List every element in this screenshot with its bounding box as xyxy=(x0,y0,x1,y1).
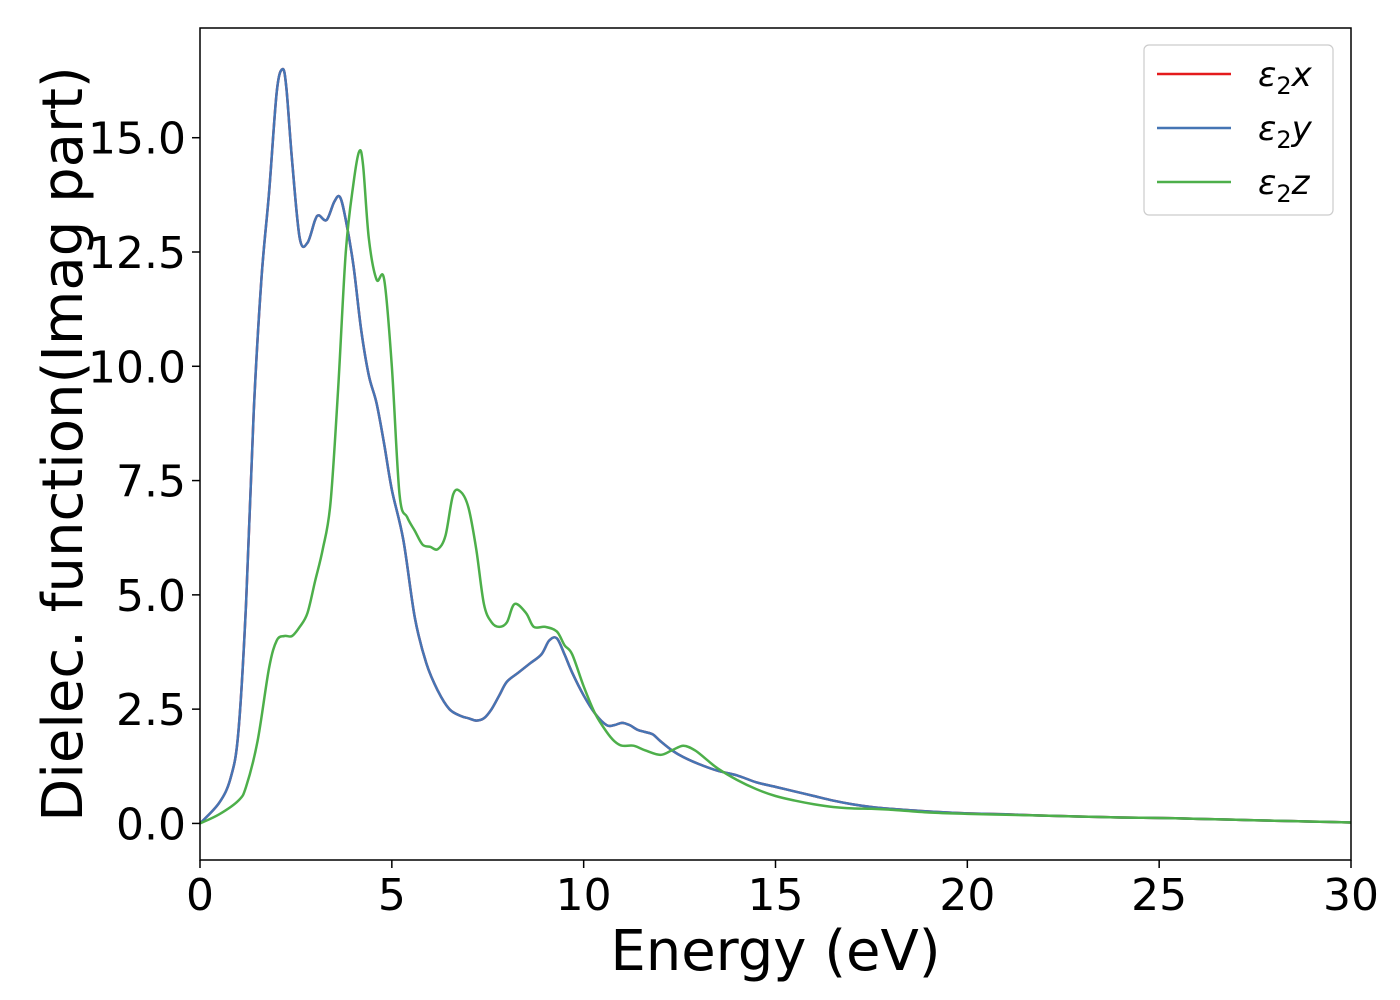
x-tick-label: 25 xyxy=(1131,870,1187,921)
x-tick-label: 15 xyxy=(748,870,804,921)
x-tick-label: 30 xyxy=(1323,870,1379,921)
legend-label: ε2y xyxy=(1258,109,1313,154)
series-layer xyxy=(199,67,1352,825)
x-tick-label: 20 xyxy=(939,870,995,921)
x-axis-ticks: 0 5 10 15 20 25 30 xyxy=(186,860,1379,921)
y-tick-label: 12.5 xyxy=(88,228,186,279)
y-axis-ticks: 0.0 2.5 5.0 7.5 10.0 12.5 15.0 xyxy=(88,114,200,850)
legend-label: ε2z xyxy=(1258,163,1311,208)
y-tick-label: 10.0 xyxy=(88,342,186,393)
x-axis-title: Energy (eV) xyxy=(610,919,940,984)
legend-label: ε2x xyxy=(1258,55,1313,100)
series-line-y xyxy=(199,67,1352,825)
series-line-z xyxy=(199,149,1352,825)
x-tick-label: 0 xyxy=(186,870,214,921)
y-tick-label: 5.0 xyxy=(116,571,186,622)
x-tick-label: 5 xyxy=(378,870,406,921)
y-tick-label: 7.5 xyxy=(116,457,186,508)
x-tick-label: 10 xyxy=(556,870,612,921)
legend-box xyxy=(1143,44,1334,216)
legend: ε2x ε2y ε2z xyxy=(1143,44,1334,216)
y-axis-title: Dielec. function(Imag part) xyxy=(31,66,96,822)
y-tick-label: 15.0 xyxy=(88,114,186,165)
y-tick-label: 2.5 xyxy=(116,685,186,736)
y-tick-label: 0.0 xyxy=(116,799,186,850)
